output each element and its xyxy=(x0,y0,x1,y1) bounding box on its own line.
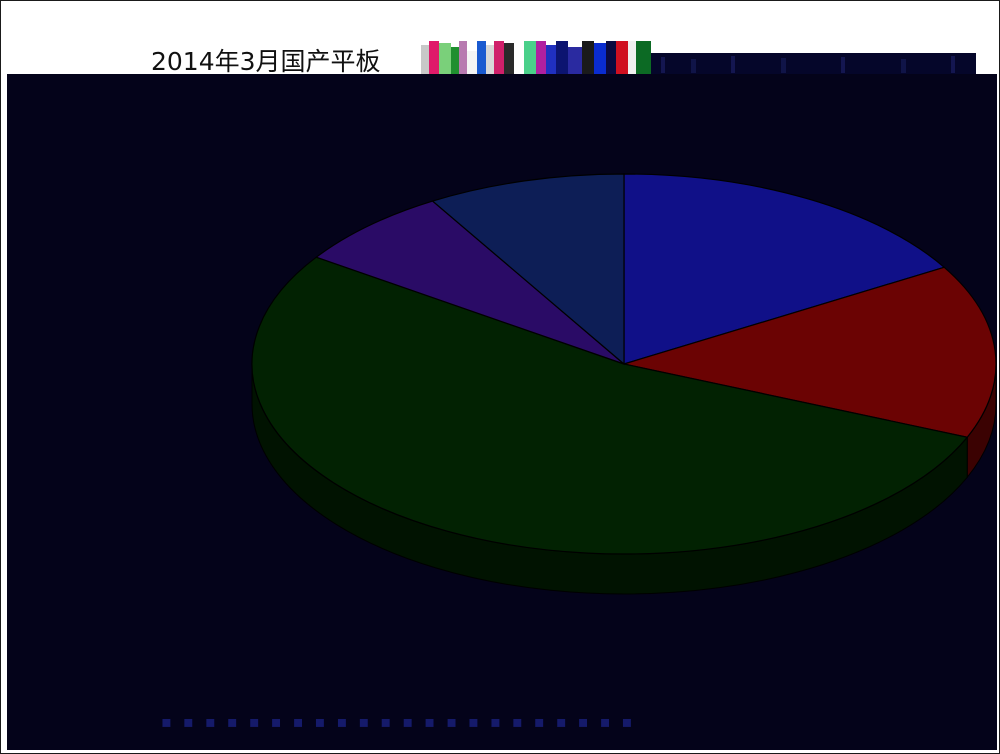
title-glitch-tail xyxy=(651,53,976,75)
chart-title: 2014年3月国产平板 xyxy=(151,47,381,76)
pie-slice xyxy=(623,173,946,365)
footer-note: ▪ ▪ ▪ ▪ ▪ ▪ ▪ ▪ ▪ ▪ ▪ ▪ ▪ ▪ ▪ ▪ ▪ ▪ ▪ ▪ … xyxy=(161,712,636,731)
pie-slice xyxy=(315,200,625,365)
pie-slice xyxy=(431,173,625,366)
plot-area xyxy=(7,74,997,750)
pie-slice xyxy=(623,266,997,438)
pie-slice xyxy=(251,256,969,555)
title-glitch-artifact xyxy=(421,41,651,74)
pie-chart xyxy=(251,173,997,595)
